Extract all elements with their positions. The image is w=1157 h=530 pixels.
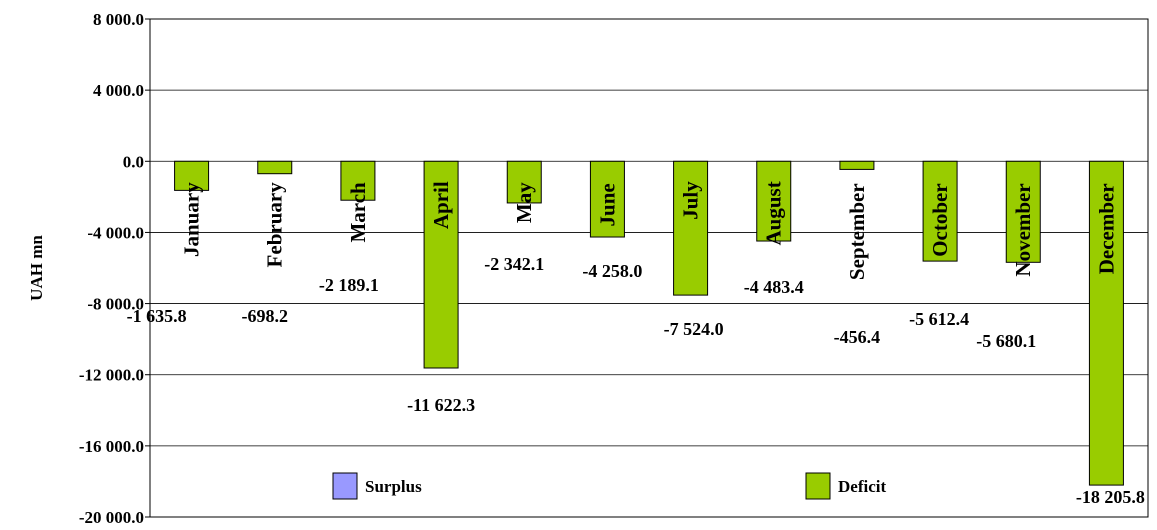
category-label-january: January (180, 182, 204, 257)
category-labels: January February March April May June July Augu… (180, 181, 1119, 280)
y-tick-label: 0.0 (123, 152, 144, 171)
bar-deficit-march (340, 160, 376, 201)
legend-label-deficit: Deficit (838, 477, 886, 496)
y-tick-label: -12 000.0 (79, 366, 144, 385)
category-label-may: May (512, 182, 536, 223)
legend-swatch-deficit (805, 472, 831, 500)
category-label-september: September (845, 183, 869, 280)
bar-deficit-june (589, 160, 625, 238)
value-label-march: -2 189.1 (319, 275, 379, 295)
category-label-october: October (928, 183, 952, 256)
category-label-july: July (679, 181, 703, 220)
category-label-march: March (346, 182, 370, 243)
plot-area-border (149, 18, 1149, 518)
value-labels: -1 635.8 -698.2 -2 189.1 -11 622.3 -2 342.1 -… (127, 254, 1145, 507)
bar-deficit-july (673, 160, 709, 296)
bar-deficit-april (423, 160, 459, 369)
bar-deficit-august (756, 160, 792, 242)
bar-deficit-november (1005, 160, 1041, 263)
bar-deficit-january (174, 160, 210, 191)
value-label-february: -698.2 (242, 306, 289, 326)
bar-deficit-october (922, 160, 958, 262)
value-label-october: -5 612.4 (909, 309, 969, 329)
value-label-june: -4 258.0 (582, 261, 642, 281)
value-label-november: -5 680.1 (976, 331, 1036, 351)
bar-deficit-september (839, 160, 875, 170)
legend: Surplus Deficit (332, 472, 886, 500)
legend-label-surplus: Surplus (365, 477, 422, 496)
category-label-december: December (1094, 183, 1118, 274)
category-label-february: February (263, 182, 287, 268)
y-tick-label: 8 000.0 (93, 10, 144, 29)
bar-deficit-may (506, 160, 542, 204)
y-tick-label: 4 000.0 (93, 81, 144, 100)
bar-deficit-february (257, 160, 293, 175)
bars (174, 160, 1124, 486)
legend-swatch-surplus (332, 472, 358, 500)
y-axis-title: UAH mn (27, 235, 46, 301)
y-tick-label: -8 000.0 (87, 295, 144, 314)
y-axis: 8 000.0 4 000.0 0.0 -4 000.0 -8 000.0 -12 000… (27, 10, 150, 527)
category-label-april: April (429, 181, 453, 229)
category-label-june: June (595, 183, 619, 226)
value-label-january: -1 635.8 (127, 306, 187, 326)
bar-deficit-december (1088, 160, 1124, 486)
value-label-september: -456.4 (834, 327, 881, 347)
value-label-april: -11 622.3 (407, 395, 475, 415)
value-label-december: -18 205.8 (1076, 487, 1145, 507)
category-label-november: November (1011, 183, 1035, 276)
value-label-august: -4 483.4 (744, 277, 804, 297)
y-tick-label: -16 000.0 (79, 437, 144, 456)
grid-lines (149, 18, 1149, 518)
y-tick-label: -20 000.0 (79, 508, 144, 527)
value-label-july: -7 524.0 (664, 319, 724, 339)
y-tick-label: -4 000.0 (87, 223, 144, 242)
category-label-august: August (762, 181, 786, 245)
value-label-may: -2 342.1 (484, 254, 544, 274)
